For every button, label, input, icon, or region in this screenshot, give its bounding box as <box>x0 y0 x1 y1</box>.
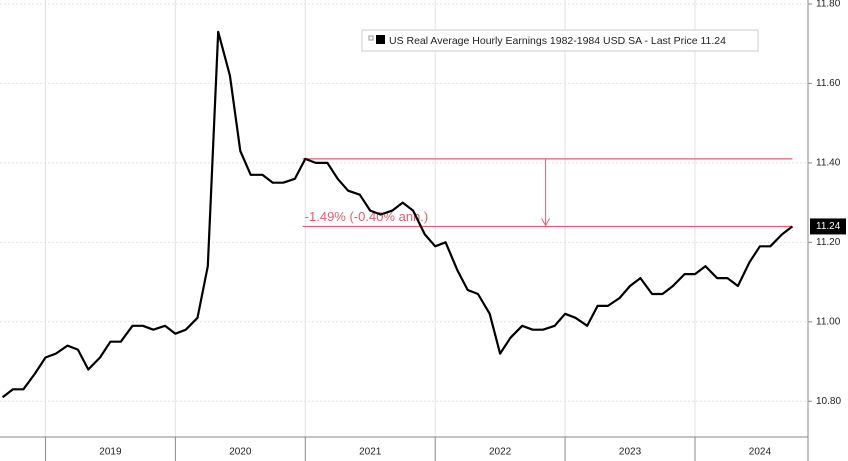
y-tick-label: 11.00 <box>816 316 841 327</box>
x-tick-label: 2024 <box>749 447 772 458</box>
last-price-box <box>810 218 846 235</box>
x-tick-label: 2022 <box>489 447 512 458</box>
legend-swatch <box>376 35 385 44</box>
y-tick-label: 10.80 <box>816 396 841 407</box>
annotation-label: -1.49% (-0.40% ann.) <box>305 209 429 224</box>
x-tick-label: 2020 <box>229 447 252 458</box>
line-series <box>1 30 794 399</box>
last-price-label: 11.24 <box>816 221 841 232</box>
annotation-arrowhead <box>541 218 551 227</box>
legend-box <box>361 29 759 52</box>
legend: US Real Average Hourly Earnings 1982-198… <box>361 29 759 52</box>
x-tick-label: 2021 <box>359 447 382 458</box>
legend-icon <box>368 35 374 41</box>
y-tick-label: 11.40 <box>816 158 841 169</box>
y-tick-label: 11.60 <box>816 78 841 89</box>
grid <box>0 0 808 437</box>
x-tick-label: 2023 <box>619 447 642 458</box>
legend-label: US Real Average Hourly Earnings 1982-198… <box>389 35 726 47</box>
y-tick-label: 11.80 <box>816 0 841 10</box>
plot: -1.49% (-0.40% ann.) <box>1 30 794 399</box>
x-tick-label: 2019 <box>99 447 122 458</box>
y-tick-label: 11.20 <box>816 237 841 248</box>
